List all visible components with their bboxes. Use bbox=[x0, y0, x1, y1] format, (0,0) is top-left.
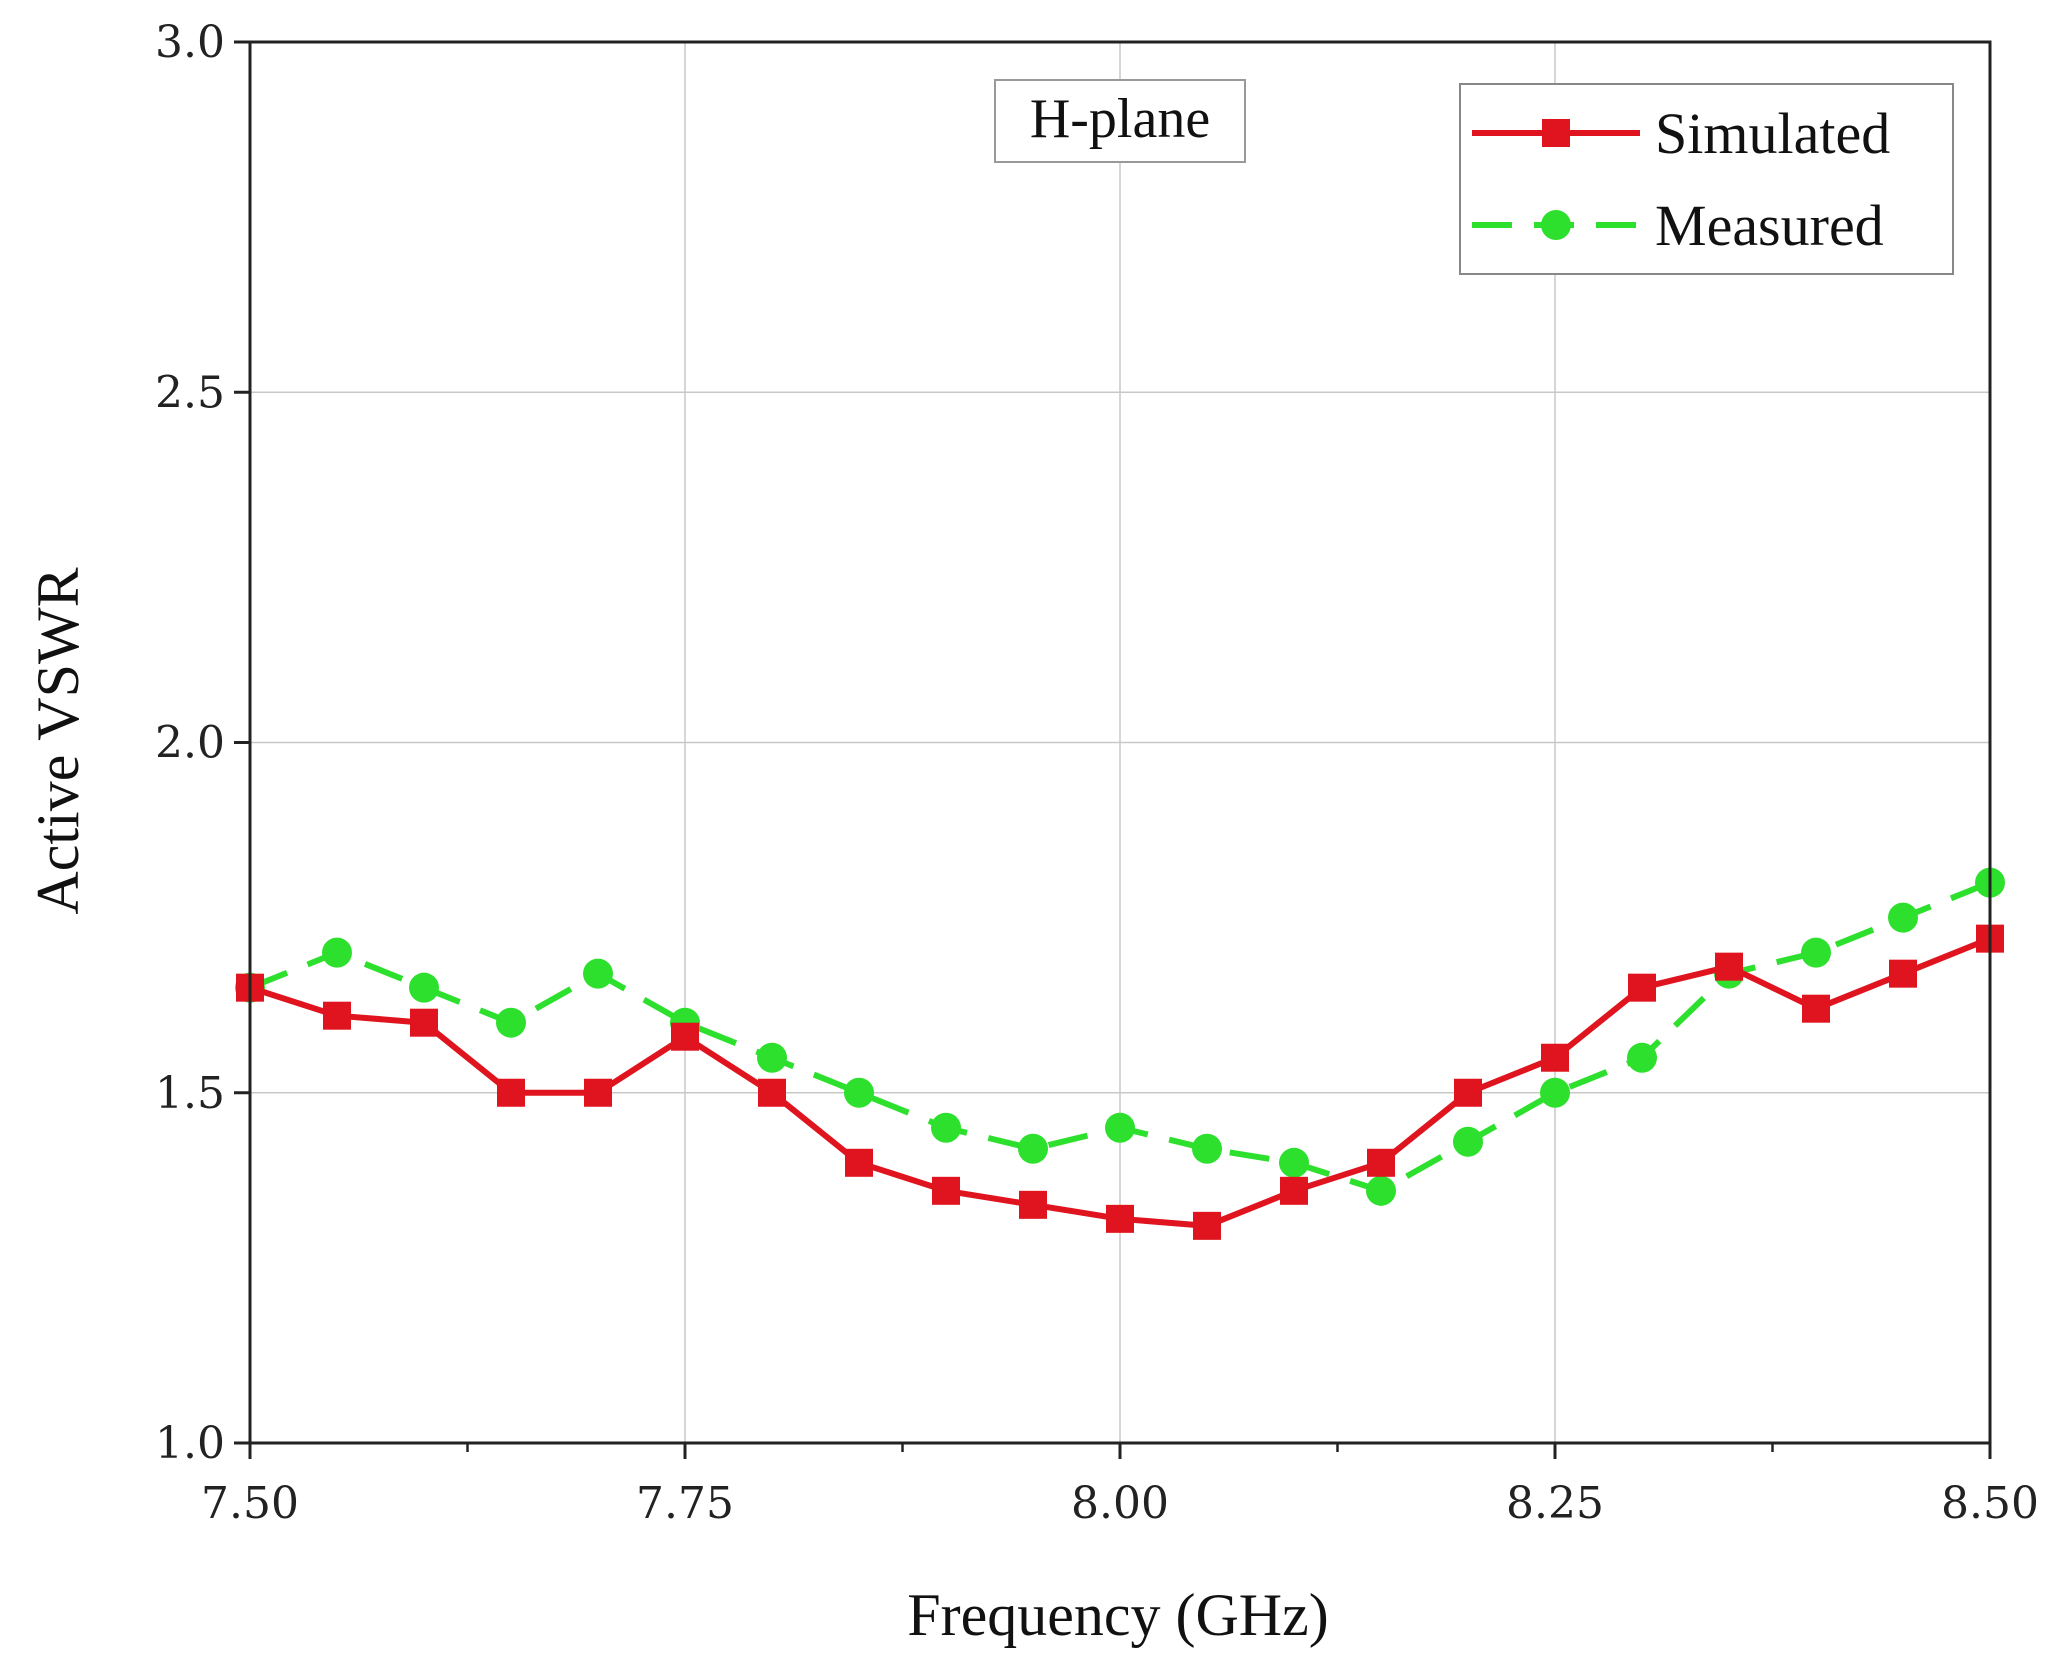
data-point-measured bbox=[757, 1042, 787, 1073]
data-point-simulated bbox=[410, 1008, 438, 1037]
data-point-simulated bbox=[1889, 959, 1917, 988]
y-tick-label: 2.5 bbox=[155, 367, 225, 418]
legend-frame bbox=[1459, 83, 1954, 275]
data-point-simulated bbox=[1280, 1176, 1308, 1205]
axis-ticks: 7.50 7.75 8.00 8.25 8.50 1.0 1.5 2.0 2.5 3.0 bbox=[155, 17, 2039, 1529]
data-point-simulated bbox=[323, 1001, 351, 1030]
data-point-simulated bbox=[497, 1078, 525, 1107]
data-point-simulated bbox=[1454, 1078, 1482, 1107]
x-tick-label: 8.50 bbox=[1941, 1478, 2039, 1529]
y-tick-label: 2.0 bbox=[155, 718, 225, 769]
data-point-measured bbox=[409, 972, 439, 1003]
series-layer bbox=[235, 867, 2005, 1240]
data-point-measured bbox=[1018, 1133, 1048, 1164]
y-tick-label: 1.0 bbox=[155, 1418, 225, 1469]
data-point-simulated bbox=[1193, 1211, 1221, 1240]
data-point-simulated bbox=[584, 1078, 612, 1107]
annotation-box: H-plane bbox=[994, 79, 1246, 163]
x-tick-label: 7.50 bbox=[201, 1478, 299, 1529]
data-point-simulated bbox=[1019, 1190, 1047, 1219]
annotation-text: H-plane bbox=[1030, 88, 1210, 150]
data-point-measured bbox=[1888, 902, 1918, 933]
data-point-simulated bbox=[671, 1022, 699, 1051]
data-point-measured bbox=[583, 958, 613, 989]
legend-simulated-label: Simulated bbox=[1655, 101, 1890, 166]
data-point-simulated bbox=[758, 1078, 786, 1107]
data-point-measured bbox=[322, 937, 352, 968]
y-tick-label: 1.5 bbox=[155, 1068, 225, 1119]
x-tick-label: 7.75 bbox=[636, 1478, 734, 1529]
data-point-simulated bbox=[932, 1176, 960, 1205]
data-point-measured bbox=[496, 1007, 526, 1038]
legend-simulated-marker bbox=[1542, 119, 1570, 147]
data-point-measured bbox=[931, 1112, 961, 1143]
y-tick-label: 3.0 bbox=[155, 17, 225, 68]
data-point-measured bbox=[1105, 1112, 1135, 1143]
y-axis-title: Active VSWR bbox=[25, 567, 91, 914]
data-point-simulated bbox=[1541, 1043, 1569, 1072]
legend-measured-marker bbox=[1541, 210, 1571, 240]
data-point-measured bbox=[1366, 1175, 1396, 1206]
x-tick-label: 8.25 bbox=[1506, 1478, 1604, 1529]
data-point-measured bbox=[844, 1077, 874, 1108]
data-point-simulated bbox=[1802, 994, 1830, 1023]
data-point-simulated bbox=[1367, 1148, 1395, 1177]
data-point-measured bbox=[1453, 1126, 1483, 1157]
x-tick-label: 8.00 bbox=[1071, 1478, 1169, 1529]
data-point-measured bbox=[1540, 1077, 1570, 1108]
data-point-simulated bbox=[1715, 952, 1743, 981]
data-point-measured bbox=[1279, 1147, 1309, 1178]
data-point-simulated bbox=[1106, 1204, 1134, 1233]
data-point-measured bbox=[1627, 1042, 1657, 1073]
legend-measured-label: Measured bbox=[1655, 193, 1884, 258]
data-point-measured bbox=[1192, 1133, 1222, 1164]
data-point-measured bbox=[1801, 937, 1831, 968]
data-point-simulated bbox=[1628, 973, 1656, 1002]
x-axis-title: Frequency (GHz) bbox=[907, 1582, 1329, 1648]
legend: Simulated Measured bbox=[1459, 83, 1954, 275]
data-point-simulated bbox=[845, 1148, 873, 1177]
